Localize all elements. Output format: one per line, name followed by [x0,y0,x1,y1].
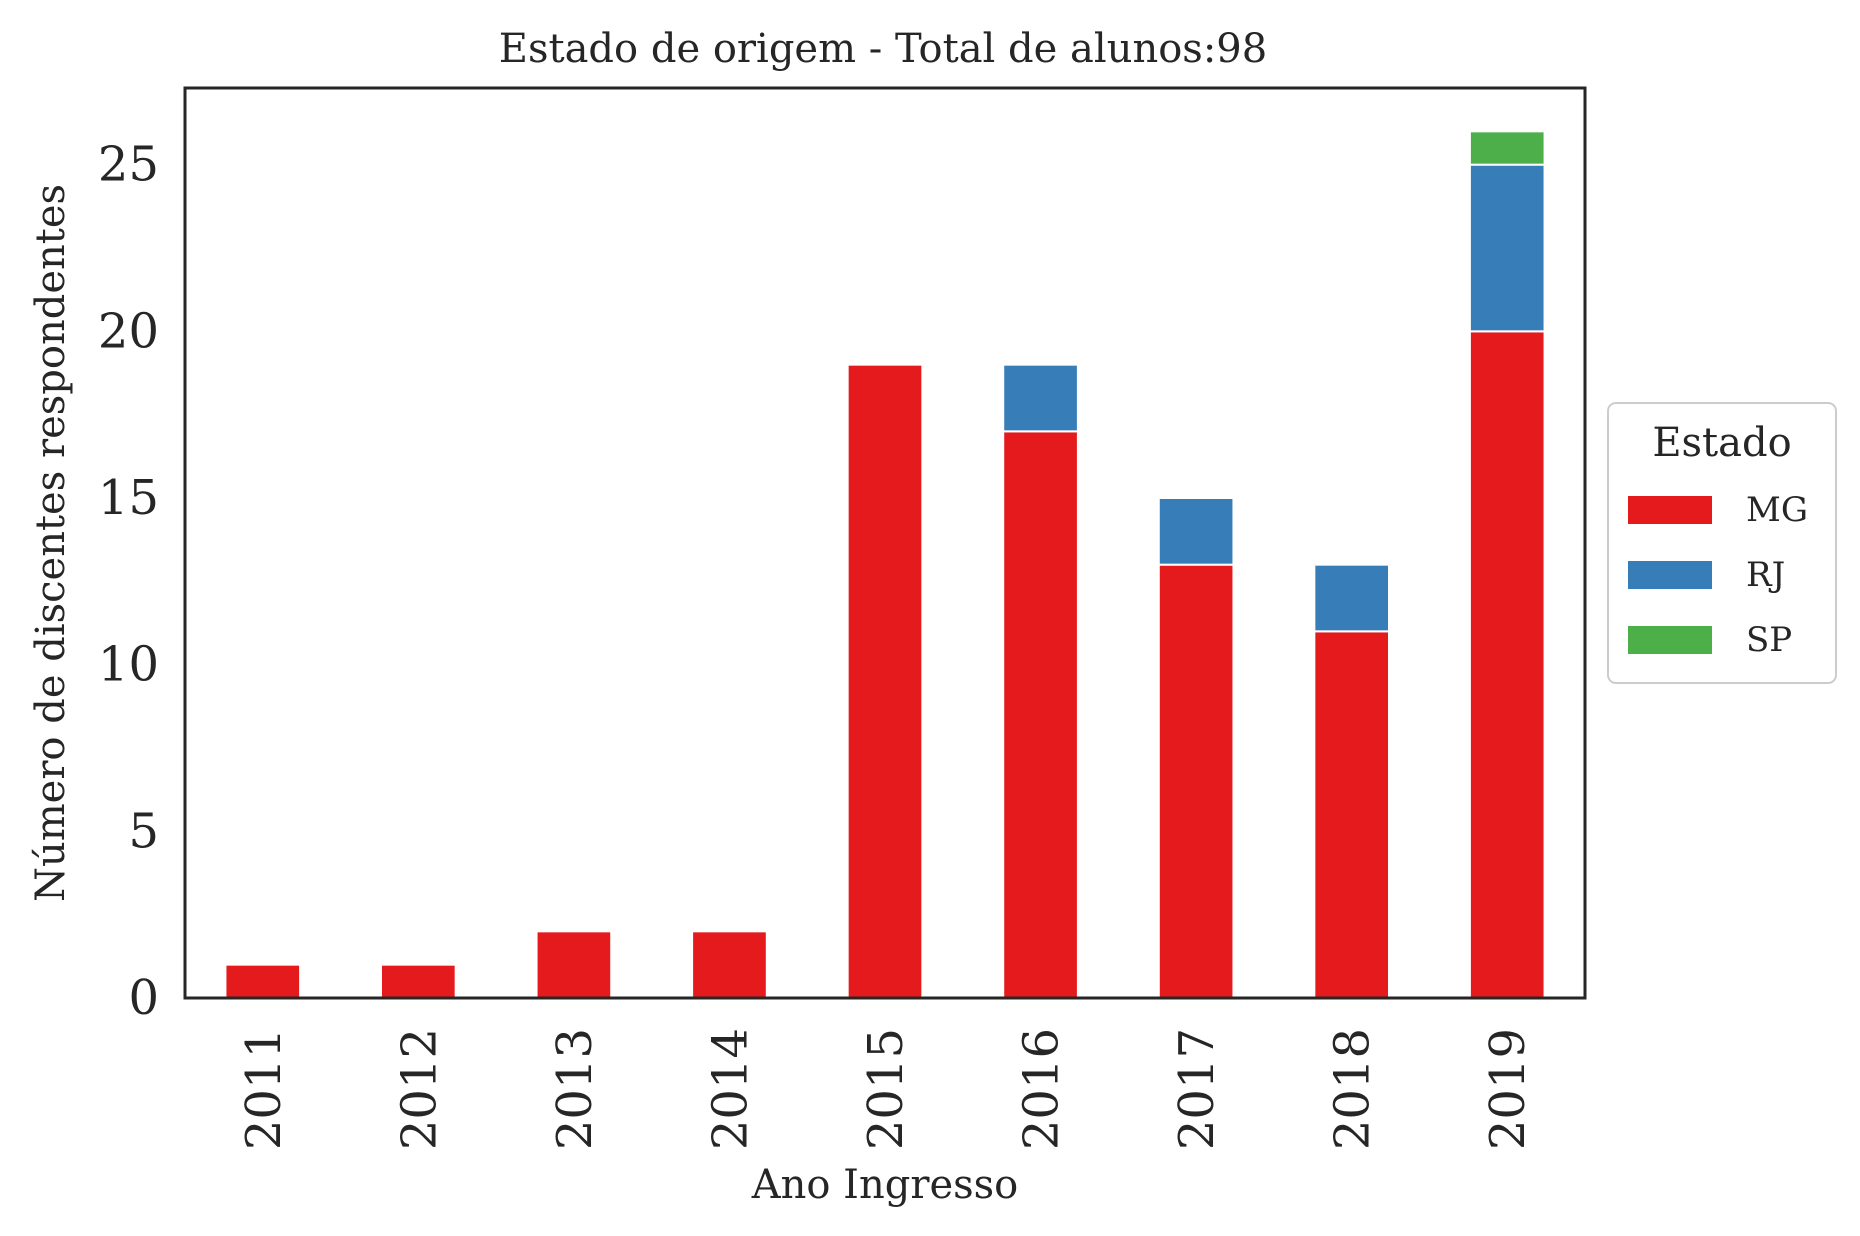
bar-rj-2018 [1313,563,1391,633]
y-tick-label: 15 [98,470,159,526]
legend-swatch-mg [1628,496,1712,524]
x-tick-label: 2019 [1480,1028,1536,1150]
legend-title: Estado [1652,420,1791,466]
x-tick-label: 2014 [702,1028,758,1150]
bar-mg-2016 [1002,430,1079,1000]
bar-rj-2019 [1468,163,1546,333]
bar-mg-2015 [846,363,924,999]
y-tick-label: 0 [128,970,159,1026]
x-axis-ticks: 2011 2012 2013 2014 2015 2016 2017 2018 2019 [236,1028,1536,1150]
x-tick-label: 2016 [1014,1028,1070,1150]
bar-mg-2012 [380,963,457,1000]
bar-sp-2019 [1468,130,1546,166]
legend-label-mg: MG [1746,490,1808,530]
legend-label-sp: SP [1746,620,1792,660]
legend-swatch-sp [1628,626,1712,654]
bar-rj-2016 [1002,363,1079,433]
y-axis-label: Número de discentes respondentes [28,184,74,902]
x-tick-label: 2018 [1325,1028,1381,1150]
y-tick-label: 10 [98,637,159,693]
bar-mg-2017 [1157,563,1235,1000]
bar-mg-2018 [1313,630,1391,999]
legend-items: MG RJ SP [1628,490,1808,660]
y-axis-ticks: 0 5 10 15 20 25 [98,137,159,1026]
x-tick-label: 2017 [1169,1028,1225,1150]
bars [224,130,1546,1000]
legend-swatch-rj [1628,561,1712,589]
x-tick-label: 2015 [858,1028,914,1150]
bar-mg-2019 [1468,330,1546,1000]
bar-rj-2017 [1157,497,1235,566]
x-tick-label: 2012 [391,1028,447,1150]
legend-label-rj: RJ [1746,555,1785,595]
y-tick-label: 20 [98,303,159,359]
bar-mg-2013 [535,930,613,999]
plot-frame [183,86,1587,1000]
y-tick-label: 25 [98,137,159,193]
x-axis-label: Ano Ingresso [751,1162,1019,1208]
bar-mg-2014 [691,930,768,999]
y-tick-label: 5 [128,803,159,859]
x-tick-label: 2011 [236,1028,292,1150]
bar-mg-2011 [224,963,302,1000]
chart-title: Estado de origem - Total de alunos:98 [499,26,1267,72]
x-tick-label: 2013 [547,1028,603,1150]
legend-box [1607,402,1837,684]
legend: Estado MG RJ SP [1607,402,1837,684]
